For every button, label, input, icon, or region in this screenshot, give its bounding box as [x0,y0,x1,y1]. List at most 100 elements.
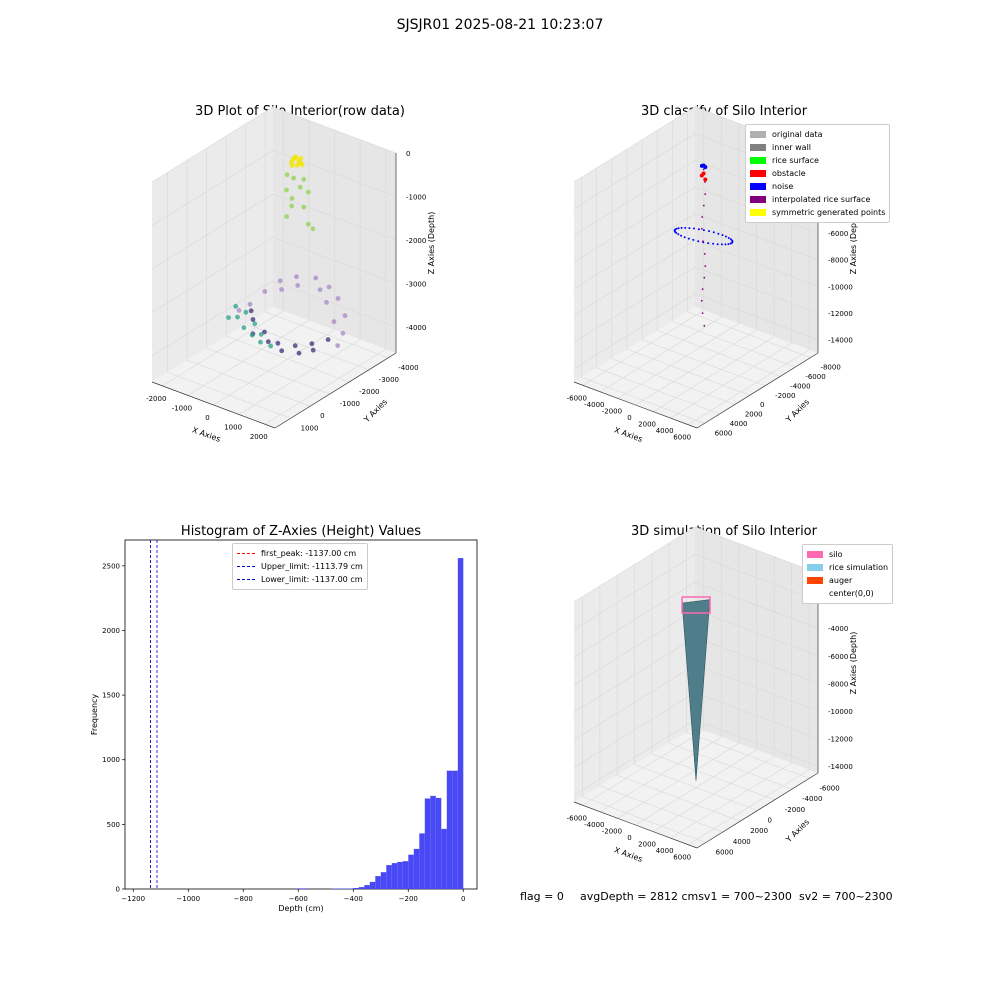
z-tick-label: -12000 [828,736,853,744]
legend-entry-rice-simulation: rice simulation [807,561,888,574]
x-tick-label: -2000 [602,407,622,415]
y-gridline [656,130,781,377]
y-tick-label: 6000 [715,429,733,437]
legend-swatch [750,157,766,164]
x-tick-label: 2000 [638,841,656,849]
z-gridline [151,106,397,183]
y-tick-label: 0 [320,412,324,420]
y-tick-label: 4000 [730,420,748,428]
avg-depth-text: avgDepth = 2812 cmsv1 = 700~2300 [580,890,792,903]
histogram-bar [375,876,381,889]
scatter-point-ring [313,275,319,281]
scatter-point-teal [235,314,240,320]
legend-label: rice simulation [829,563,889,572]
histogram-bar [331,888,354,889]
scatter-point-ring [340,330,346,336]
y-gridline [634,564,758,811]
noise-point [680,226,683,229]
legend-swatch [750,209,766,216]
x-gridline [162,110,284,387]
histogram-bar [369,881,376,889]
z-tick-label: -14000 [828,337,853,345]
legend-swatch [807,590,823,597]
legend-swatch [750,144,766,151]
histogram-bar [435,797,442,889]
x-gridline [264,149,387,425]
noise-point [729,238,732,241]
scatter-point-ring [277,278,283,284]
left-pane-classify [574,107,695,382]
scatter-point-bottom [248,308,254,314]
legend-label: interpolated rice surface [772,195,871,204]
x-tick-label: 0 [205,414,209,422]
x-gridline [600,536,722,813]
scatter-point-teal [233,303,239,309]
x-tick-label: -2000 [146,395,166,403]
z-tick-label: -1000 [406,193,426,201]
z-tick-label: -14000 [828,763,853,771]
y-tick-label: 6000 [716,849,734,857]
scatter-point-upper [291,175,296,181]
scatter-point-bottom [279,348,285,354]
z-gridline [573,266,819,343]
noise-point [680,234,683,237]
legend-entry-lower-limit: Lower_limit: -1137.00 cm [237,573,363,586]
histogram-bar [358,887,365,889]
y-gridline [581,177,705,424]
x-axis-line [573,381,698,429]
noise-point [687,237,690,240]
x-tick-label: 2000 [250,433,268,441]
noise-point [716,243,719,246]
z-tick-label: -6000 [828,653,848,661]
panel-title-histogram: Histogram of Z-Axies (Height) Values [180,524,422,539]
flag-text: flag = 0 [520,890,564,903]
z-tick-label: -6000 [828,230,848,238]
y-axis-line [274,352,397,429]
y-tick-label: -8000 [820,364,840,372]
y-tick-label: -4000 [398,364,418,372]
legend-swatch [750,196,766,203]
x-tick-label: 2000 [638,421,656,429]
z-axis-label: Z Axies (Depth) [849,212,858,275]
z-gridline [573,526,819,603]
sv2-text: sv2 = 700~2300 [799,890,893,903]
y-gridline [671,121,796,368]
histogram-bar [397,861,403,889]
noise-point [677,227,680,230]
scatter-point-upper [310,226,316,232]
x-tick-label: 0 [461,895,465,903]
scatter-point-bottom [309,341,315,347]
z-gridline [151,193,397,270]
y-axis-line [696,772,819,849]
histogram-frame [124,539,478,890]
legend-histogram: first_peak: -1137.00 cm Upper_limit: -11… [232,543,368,590]
scatter-point-upper [284,214,289,219]
histogram-bar [364,885,370,889]
y-gridline [616,575,741,822]
legend-swatch [807,551,823,558]
scatter-point-teal [258,332,264,337]
interpolated-point [701,227,703,230]
scatter-point-upper [301,204,307,210]
noise-point [731,239,734,242]
scatter-point-bottom [250,317,256,322]
interpolated-point [702,204,705,207]
noise-point [720,243,723,246]
y-tick-label: -6000 [805,373,825,381]
noise-point [712,242,715,245]
noise-point [721,234,724,237]
y-tick-label: 1500 [102,692,120,700]
x-tick-label: 0 [627,414,631,422]
scatter-point-teal [268,343,274,349]
z-tick-label: -3000 [406,280,426,288]
x-gridline [688,569,810,845]
x-tick-label: -2000 [602,827,622,835]
y-axis-label: Y Axies [784,817,812,845]
scatter-point-upper [284,172,290,178]
x-gridline [670,563,792,839]
scatter-point-teal [249,332,255,338]
noise-point [725,235,727,238]
scatter-point-teal [226,315,231,320]
histogram-bar [386,865,392,889]
interpolated-point [703,324,706,327]
